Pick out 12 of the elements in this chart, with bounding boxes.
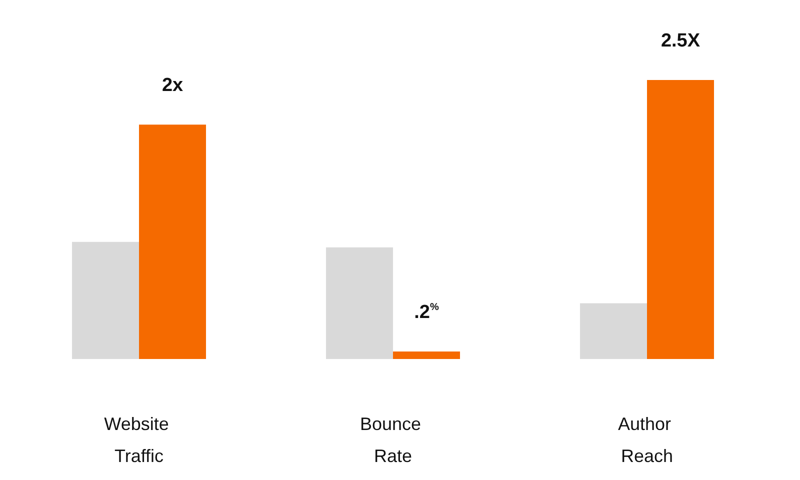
annotation: 2x [162, 75, 184, 96]
bar [647, 80, 714, 359]
x-tick-label: Website Traffic [104, 414, 174, 466]
bar [72, 242, 139, 359]
annotation: .2% [414, 302, 439, 323]
bar [580, 303, 647, 359]
x-tick-label: Author Reach [618, 414, 676, 466]
bar [326, 247, 393, 359]
x-tick-label: Bounce Rate [360, 414, 426, 466]
bar [393, 351, 460, 359]
annotation: 2.5X [660, 30, 700, 52]
bar [139, 124, 206, 359]
